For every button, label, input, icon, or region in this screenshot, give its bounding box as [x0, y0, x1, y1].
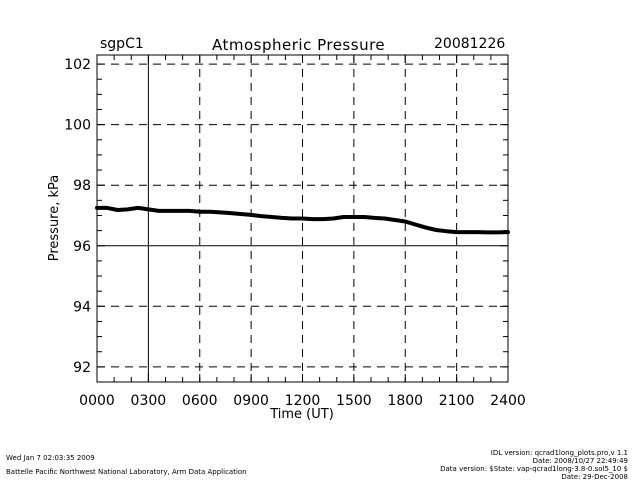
footer-idl-info: IDL version: qcrad1long_plots.pro,v 1.1 …	[440, 449, 628, 481]
y-tick-label: 98	[73, 178, 91, 194]
footer-lab: Battelle Pacific Northwest National Labo…	[6, 468, 247, 476]
plot-frame	[96, 54, 509, 383]
x-tick-label: 2400	[490, 393, 526, 409]
grid-lines	[97, 55, 508, 382]
x-tick-label: 2100	[439, 393, 475, 409]
x-tick-label: 0900	[233, 393, 269, 409]
data-series	[95, 205, 510, 235]
x-tick-label: 0300	[131, 393, 167, 409]
x-tick-label: 0000	[79, 393, 115, 409]
x-tick-label: 1500	[336, 393, 372, 409]
chart-title: Atmospheric Pressure	[212, 36, 386, 54]
y-tick-label: 102	[64, 57, 91, 73]
x-tick-label: 0600	[182, 393, 218, 409]
idl-date: Date: 2008/10/27 22:49:49	[532, 457, 628, 465]
date-label: 20081226	[434, 36, 506, 52]
x-tick-labels: 0000 0300 0600 0900 1200 1500 1800 2100 2400	[79, 393, 526, 409]
x-tick-label: 1200	[285, 393, 321, 409]
y-axis-title: Pressure, kPa	[47, 175, 62, 262]
y-tick-labels: 92 94 96 98 100 102	[64, 57, 91, 376]
footer-timestamp: Wed Jan 7 02:03:35 2009	[6, 454, 95, 462]
y-tick-label: 94	[73, 299, 91, 315]
site-label: sgpC1	[100, 36, 144, 52]
x-tick-label: 1800	[387, 393, 423, 409]
idl-version: IDL version: qcrad1long_plots.pro,v 1.1	[490, 449, 628, 457]
y-tick-label: 92	[73, 360, 91, 376]
data-version: Data version: $State: vap-qcrad1long-3.8…	[440, 465, 628, 473]
x-axis-title: Time (UT)	[269, 407, 334, 422]
y-tick-label: 100	[64, 118, 91, 134]
minor-ticks	[96, 55, 509, 383]
y-tick-label: 96	[73, 239, 91, 255]
data-date: Date: 29-Dec-2008	[561, 473, 628, 481]
pressure-series-line	[95, 205, 510, 235]
